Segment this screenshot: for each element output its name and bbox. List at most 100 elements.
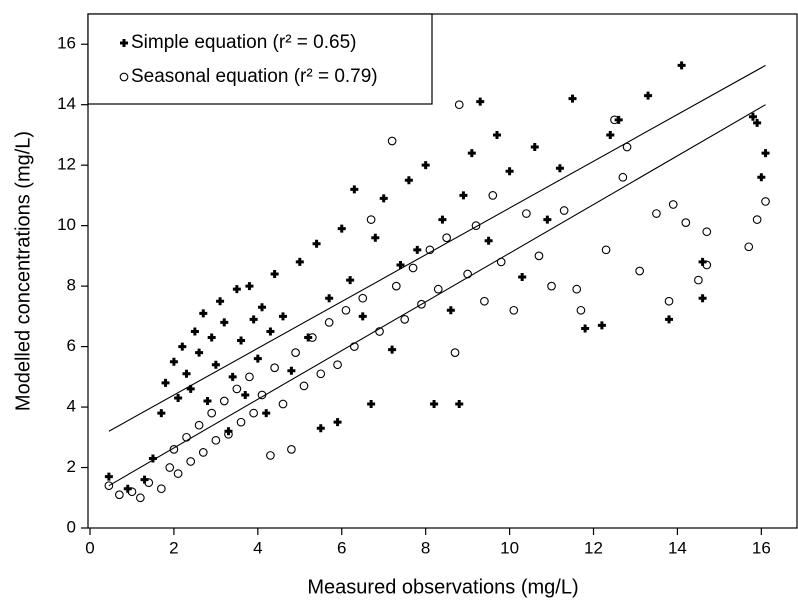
plus-marker (224, 427, 233, 436)
circle-marker (601, 245, 611, 255)
circle-marker (433, 284, 443, 294)
plus-marker (644, 91, 653, 100)
plus-marker (597, 321, 606, 330)
plus-marker (438, 215, 447, 224)
plus-marker (178, 342, 187, 351)
y-tick-label: 8 (67, 276, 76, 295)
x-tick-label: 8 (421, 538, 430, 557)
y-tick-label: 10 (57, 215, 76, 234)
circle-marker (618, 172, 628, 182)
circle-marker (559, 206, 569, 215)
y-tick-label: 14 (57, 94, 76, 113)
plus-marker (245, 282, 254, 291)
plus-marker (518, 273, 527, 282)
circle-marker (681, 218, 691, 227)
plus-marker (220, 318, 229, 327)
legend-label: Simple equation (r² = 0.65) (131, 32, 356, 53)
plus-marker (484, 236, 493, 245)
plus-marker (396, 260, 405, 269)
plus-marker (492, 130, 501, 139)
circle-marker (534, 251, 544, 261)
plus-marker (467, 149, 476, 158)
plus-marker (123, 484, 132, 493)
circle-marker (169, 445, 179, 454)
circle-marker (400, 315, 410, 324)
plus-marker (195, 348, 204, 357)
circle-marker (622, 142, 632, 152)
circle-marker (156, 484, 166, 494)
circle-marker (694, 275, 703, 285)
circle-marker (391, 281, 401, 291)
plus-marker (312, 239, 321, 248)
circle-marker (198, 448, 208, 457)
circle-marker (668, 200, 678, 209)
circle-marker (182, 432, 191, 442)
plus-marker (287, 366, 296, 375)
plus-marker (270, 270, 279, 279)
plus-marker (258, 303, 267, 312)
y-tick-label: 16 (57, 34, 76, 53)
plus-marker (333, 418, 342, 427)
plus-marker (367, 400, 376, 409)
circle-marker (387, 136, 397, 146)
plus-marker (249, 315, 258, 324)
plus-marker (677, 61, 686, 70)
plus-marker (568, 94, 577, 103)
legend: Simple equation (r² = 0.65) Seasonal equa… (87, 13, 433, 105)
x-axis-label: Measured observations (mg/L) (307, 576, 578, 598)
circle-marker (333, 360, 342, 370)
plus-marker (279, 312, 288, 321)
circle-marker (408, 263, 418, 273)
circle-marker (316, 369, 326, 379)
plus-marker (748, 112, 757, 121)
circle-marker (522, 209, 531, 218)
plus-marker (581, 324, 590, 333)
plus-marker (761, 149, 770, 158)
plus-marker (216, 297, 225, 306)
circle-marker (207, 408, 217, 418)
y-tick-label: 4 (67, 397, 76, 416)
plus-marker (228, 372, 237, 381)
plus-marker (421, 161, 430, 170)
circle-marker (266, 451, 275, 460)
y-tick-label: 12 (57, 155, 76, 174)
plus-marker (237, 336, 246, 345)
plus-marker (316, 424, 325, 433)
plus-marker (476, 97, 485, 106)
circle-marker (165, 463, 175, 472)
circle-marker (752, 215, 762, 224)
circle-marker (761, 197, 770, 206)
circle-marker (245, 372, 254, 382)
plus-marker (253, 354, 262, 363)
plus-marker (757, 173, 766, 182)
circle-marker (664, 296, 674, 306)
circle-marker (349, 342, 359, 351)
plus-marker (530, 143, 539, 152)
circle-marker (211, 435, 221, 445)
circle-marker (744, 242, 754, 252)
plus-marker (430, 400, 439, 409)
circle-marker (186, 457, 196, 466)
circle-marker (358, 293, 368, 303)
circle-marker (652, 209, 661, 218)
plus-marker (120, 39, 128, 47)
circle-marker (547, 281, 556, 291)
circle-marker (232, 384, 242, 394)
x-tick-label: 10 (500, 538, 519, 557)
circle-marker (119, 72, 129, 82)
circle-marker (572, 284, 582, 294)
y-axis-label: Modelled concentrations (mg/L) (12, 131, 34, 411)
y-tick-label: 0 (67, 517, 76, 536)
plus-marker (459, 191, 468, 200)
fit-line (108, 104, 766, 487)
plus-marker (295, 257, 304, 266)
plus-marker (346, 276, 355, 285)
circle-marker (702, 227, 712, 237)
plus-marker (379, 194, 388, 203)
plus-marker (174, 393, 183, 402)
circle-marker (115, 490, 124, 500)
plus-marker (169, 357, 178, 366)
plus-marker (157, 409, 166, 418)
plus-marker (388, 345, 397, 354)
plus-marker (606, 130, 615, 139)
